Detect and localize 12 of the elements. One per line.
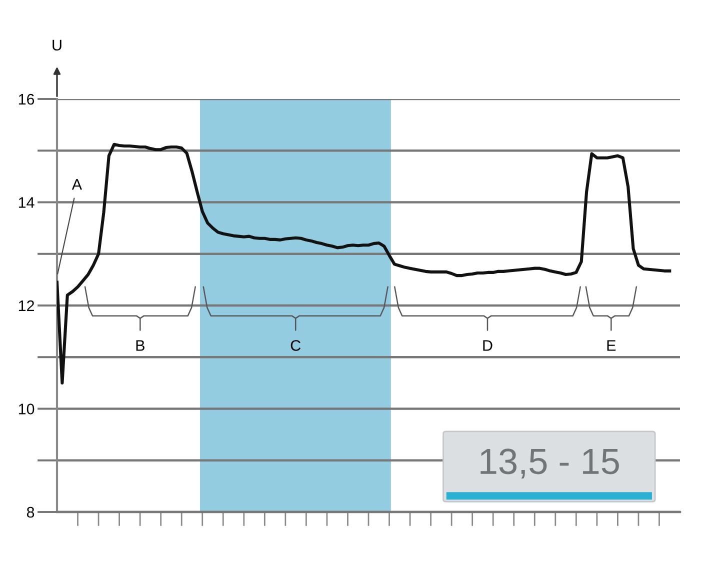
annotation: 13,5 - 15	[480, 448, 619, 478]
annotation: E	[607, 340, 616, 351]
y-tick-label: 16	[18, 94, 34, 105]
annotation: B	[136, 340, 144, 351]
y-tick-label: 8	[26, 506, 34, 518]
y-tick-label: 10	[18, 404, 34, 414]
annotation: C	[290, 340, 301, 351]
annotation: D	[483, 340, 492, 351]
annotation: A	[72, 179, 82, 190]
y-axis-title: U	[52, 40, 62, 51]
y-tick-label: 12	[18, 300, 34, 312]
y-tick-label: 14	[18, 197, 34, 208]
